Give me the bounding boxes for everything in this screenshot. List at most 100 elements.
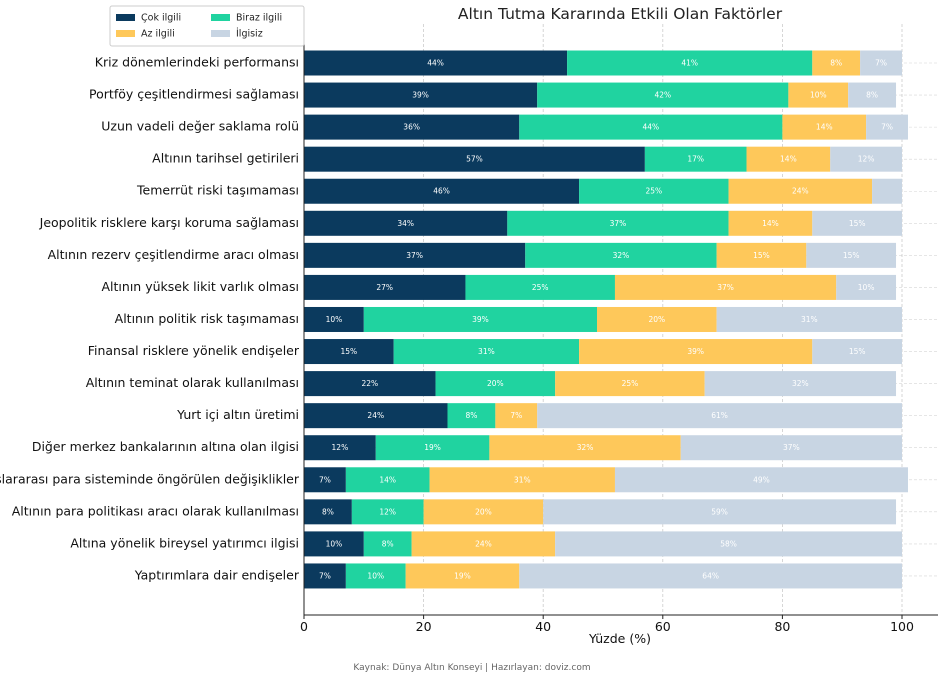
data-label: 32% bbox=[577, 443, 594, 452]
bar-segment-az-ilgili bbox=[728, 178, 873, 204]
bar-segment-çok-ilgili bbox=[304, 82, 538, 108]
legend-swatch bbox=[211, 30, 230, 37]
y-category-label: Altının rezerv çeşitlendirme aracı olmas… bbox=[48, 247, 299, 262]
bar-segment-biraz-ilgili bbox=[465, 274, 615, 300]
y-category-label: Diğer merkez bankalarının altına olan il… bbox=[32, 439, 299, 454]
bar-segment-biraz-ilgili bbox=[525, 242, 717, 268]
y-category-label: Altının tarihsel getirileri bbox=[152, 151, 299, 166]
bar-segment-i̇lgisiz bbox=[537, 403, 902, 429]
data-label: 14% bbox=[379, 475, 396, 484]
bar-segment-biraz-ilgili bbox=[435, 371, 556, 397]
data-label: 10% bbox=[367, 571, 384, 580]
data-label: 59% bbox=[711, 507, 728, 516]
data-label: 20% bbox=[648, 315, 665, 324]
data-label: 10% bbox=[858, 283, 875, 292]
bar-segment-i̇lgisiz bbox=[519, 563, 902, 589]
data-label: 15% bbox=[849, 347, 866, 356]
data-label: 25% bbox=[622, 379, 639, 388]
source-note: Kaynak: Dünya Altın Konseyi | Hazırlayan… bbox=[353, 663, 590, 673]
bar-segment-az-ilgili bbox=[411, 531, 556, 557]
bar-segment-az-ilgili bbox=[579, 339, 813, 365]
data-label: 17% bbox=[687, 155, 704, 164]
data-label: 10% bbox=[326, 315, 343, 324]
data-label: 36% bbox=[403, 123, 420, 132]
bar-segment-az-ilgili bbox=[614, 274, 837, 300]
data-label: 24% bbox=[367, 411, 384, 420]
bar-segment-i̇lgisiz bbox=[860, 50, 902, 76]
bar-segment-çok-ilgili bbox=[304, 499, 352, 525]
data-label: 32% bbox=[613, 251, 630, 260]
bar-segment-biraz-ilgili bbox=[507, 210, 729, 236]
bar-segment-çok-ilgili bbox=[304, 178, 580, 204]
bar-segment-çok-ilgili bbox=[304, 306, 364, 332]
data-label: 42% bbox=[654, 91, 671, 100]
bar-segment-az-ilgili bbox=[812, 50, 861, 76]
legend-label: Çok ilgili bbox=[141, 13, 181, 24]
data-label: 19% bbox=[454, 571, 471, 580]
data-label: 10% bbox=[326, 539, 343, 548]
legend-label: Biraz ilgili bbox=[236, 13, 282, 24]
bar-segment-biraz-ilgili bbox=[447, 403, 496, 429]
data-label: 8% bbox=[382, 539, 394, 548]
bar-segment-çok-ilgili bbox=[304, 210, 508, 236]
bar-segment-i̇lgisiz bbox=[680, 435, 902, 461]
legend-box bbox=[109, 5, 305, 47]
y-category-label: Yaptırımlara dair endişeler bbox=[134, 567, 300, 582]
bar-segment-i̇lgisiz bbox=[806, 242, 897, 268]
legend-label: Az ilgili bbox=[141, 29, 175, 40]
data-label: 7% bbox=[510, 411, 522, 420]
bar-segment-biraz-ilgili bbox=[519, 114, 783, 140]
data-label: 27% bbox=[376, 283, 393, 292]
x-tick-label: 0 bbox=[300, 619, 308, 634]
x-tick-label: 40 bbox=[535, 619, 551, 634]
y-category-label: Altının yüksek likit varlık olması bbox=[102, 279, 300, 294]
data-label: 20% bbox=[487, 379, 504, 388]
data-label: 37% bbox=[717, 283, 734, 292]
data-label: 41% bbox=[681, 59, 698, 68]
bar-segment-i̇lgisiz bbox=[866, 114, 908, 140]
data-label: 8% bbox=[830, 59, 842, 68]
data-label: 8% bbox=[322, 507, 334, 516]
bar-segment-i̇lgisiz bbox=[704, 371, 897, 397]
bar-segment-i̇lgisiz bbox=[830, 146, 902, 172]
data-label: 8% bbox=[465, 411, 477, 420]
x-tick-label: 20 bbox=[416, 619, 432, 634]
bar-segment-biraz-ilgili bbox=[351, 499, 424, 525]
bar-segment-i̇lgisiz bbox=[848, 82, 897, 108]
bar-segment-çok-ilgili bbox=[304, 435, 376, 461]
y-category-label: Altının para politikası aracı olarak kul… bbox=[12, 503, 299, 518]
bar-segment-i̇lgisiz bbox=[872, 178, 902, 204]
data-label: 7% bbox=[319, 571, 331, 580]
x-tick-label: 80 bbox=[774, 619, 790, 634]
bar-segment-i̇lgisiz bbox=[812, 339, 902, 365]
y-category-label: Yurt içi altın üretimi bbox=[176, 407, 299, 422]
data-label: 39% bbox=[412, 91, 429, 100]
bar-segment-az-ilgili bbox=[716, 242, 807, 268]
bar-segment-az-ilgili bbox=[423, 499, 544, 525]
bar-segment-i̇lgisiz bbox=[555, 531, 902, 557]
x-tick-label: 60 bbox=[655, 619, 671, 634]
bar-segment-biraz-ilgili bbox=[363, 306, 598, 332]
bar-segment-biraz-ilgili bbox=[345, 563, 406, 589]
data-label: 24% bbox=[792, 187, 809, 196]
bar-segment-az-ilgili bbox=[495, 403, 538, 429]
data-label: 57% bbox=[466, 155, 483, 164]
data-label: 37% bbox=[610, 219, 627, 228]
data-label: 7% bbox=[319, 475, 331, 484]
bar-segment-biraz-ilgili bbox=[567, 50, 813, 76]
data-label: 31% bbox=[801, 315, 818, 324]
data-label: 25% bbox=[532, 283, 549, 292]
data-label: 19% bbox=[424, 443, 441, 452]
data-label: 32% bbox=[792, 379, 809, 388]
bar-segment-az-ilgili bbox=[746, 146, 831, 172]
data-label: 58% bbox=[720, 539, 737, 548]
data-label: 15% bbox=[753, 251, 770, 260]
bar-segment-i̇lgisiz bbox=[716, 306, 902, 332]
data-label: 24% bbox=[475, 539, 492, 548]
data-label: 15% bbox=[849, 219, 866, 228]
bar-segment-i̇lgisiz bbox=[614, 467, 908, 493]
y-category-label: Uluslararası para sisteminde öngörülen d… bbox=[0, 471, 300, 486]
legend-swatch bbox=[116, 30, 135, 37]
data-label: 34% bbox=[397, 219, 414, 228]
